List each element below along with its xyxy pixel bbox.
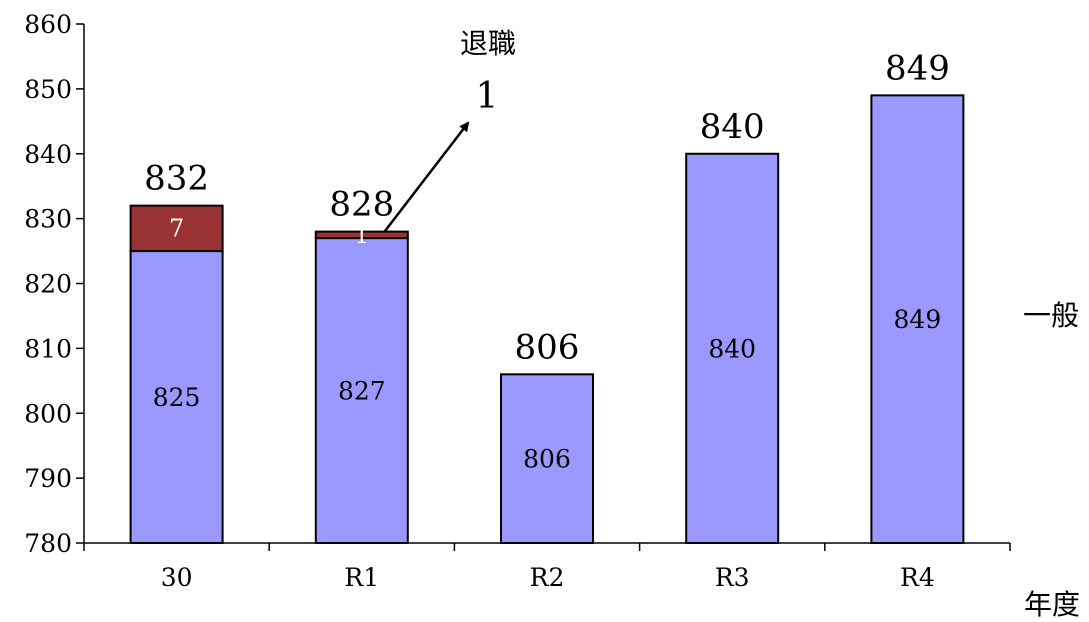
- x-tick-label: 30: [161, 563, 193, 592]
- bar-segment-general: [314, 237, 409, 544]
- series-label: 一般: [1023, 299, 1079, 332]
- bar-segment-general: [129, 250, 224, 544]
- bar-total-label: 840: [700, 107, 765, 147]
- callout-title: 退職: [460, 27, 516, 60]
- y-tick-label: 780: [24, 529, 72, 558]
- bar-segment-label: 1: [355, 224, 369, 249]
- bar-segment-retirement: [129, 204, 224, 253]
- bar-segment-label: 849: [894, 305, 942, 334]
- y-tick-label: 850: [24, 75, 72, 104]
- y-axis: 780 790 800 810 820 830 840 850 860: [24, 10, 85, 558]
- bar-segment-label: 827: [338, 377, 386, 406]
- bar-segment-general: [870, 94, 965, 545]
- x-tick-label: R2: [530, 563, 565, 592]
- y-tick-label: 800: [24, 399, 72, 428]
- bar-segment-label: 825: [153, 383, 201, 412]
- y-tick-label: 810: [24, 334, 72, 363]
- bar-total-label: 806: [515, 327, 580, 367]
- x-tick-label: R4: [900, 563, 935, 592]
- y-tick-label: 830: [24, 205, 72, 234]
- bar-segment-label: 840: [708, 334, 756, 363]
- bar-total-label: 828: [329, 185, 394, 225]
- y-tick-label: 840: [24, 140, 72, 169]
- bar-segment-label: 7: [169, 214, 184, 242]
- bars: [129, 94, 965, 545]
- bar-total-label: 832: [144, 159, 209, 199]
- x-tick-label: R3: [715, 563, 750, 592]
- bar-segment-general: [500, 373, 594, 545]
- x-axis-title: 年度: [1024, 588, 1080, 621]
- x-axis: 30 R1 R2 R3 R4: [83, 542, 1011, 592]
- callout-arrow: [384, 121, 470, 232]
- bar-segment-general: [685, 152, 780, 544]
- x-tick-label: R1: [344, 563, 379, 592]
- bar-segment-label: 806: [523, 445, 571, 474]
- callout-value: 1: [476, 76, 499, 117]
- bar-segment-retirement: [314, 230, 409, 240]
- bar-total-label: 849: [885, 48, 950, 88]
- y-tick-label: 790: [24, 464, 72, 493]
- y-tick-label: 860: [24, 10, 72, 39]
- y-tick-label: 820: [24, 270, 72, 299]
